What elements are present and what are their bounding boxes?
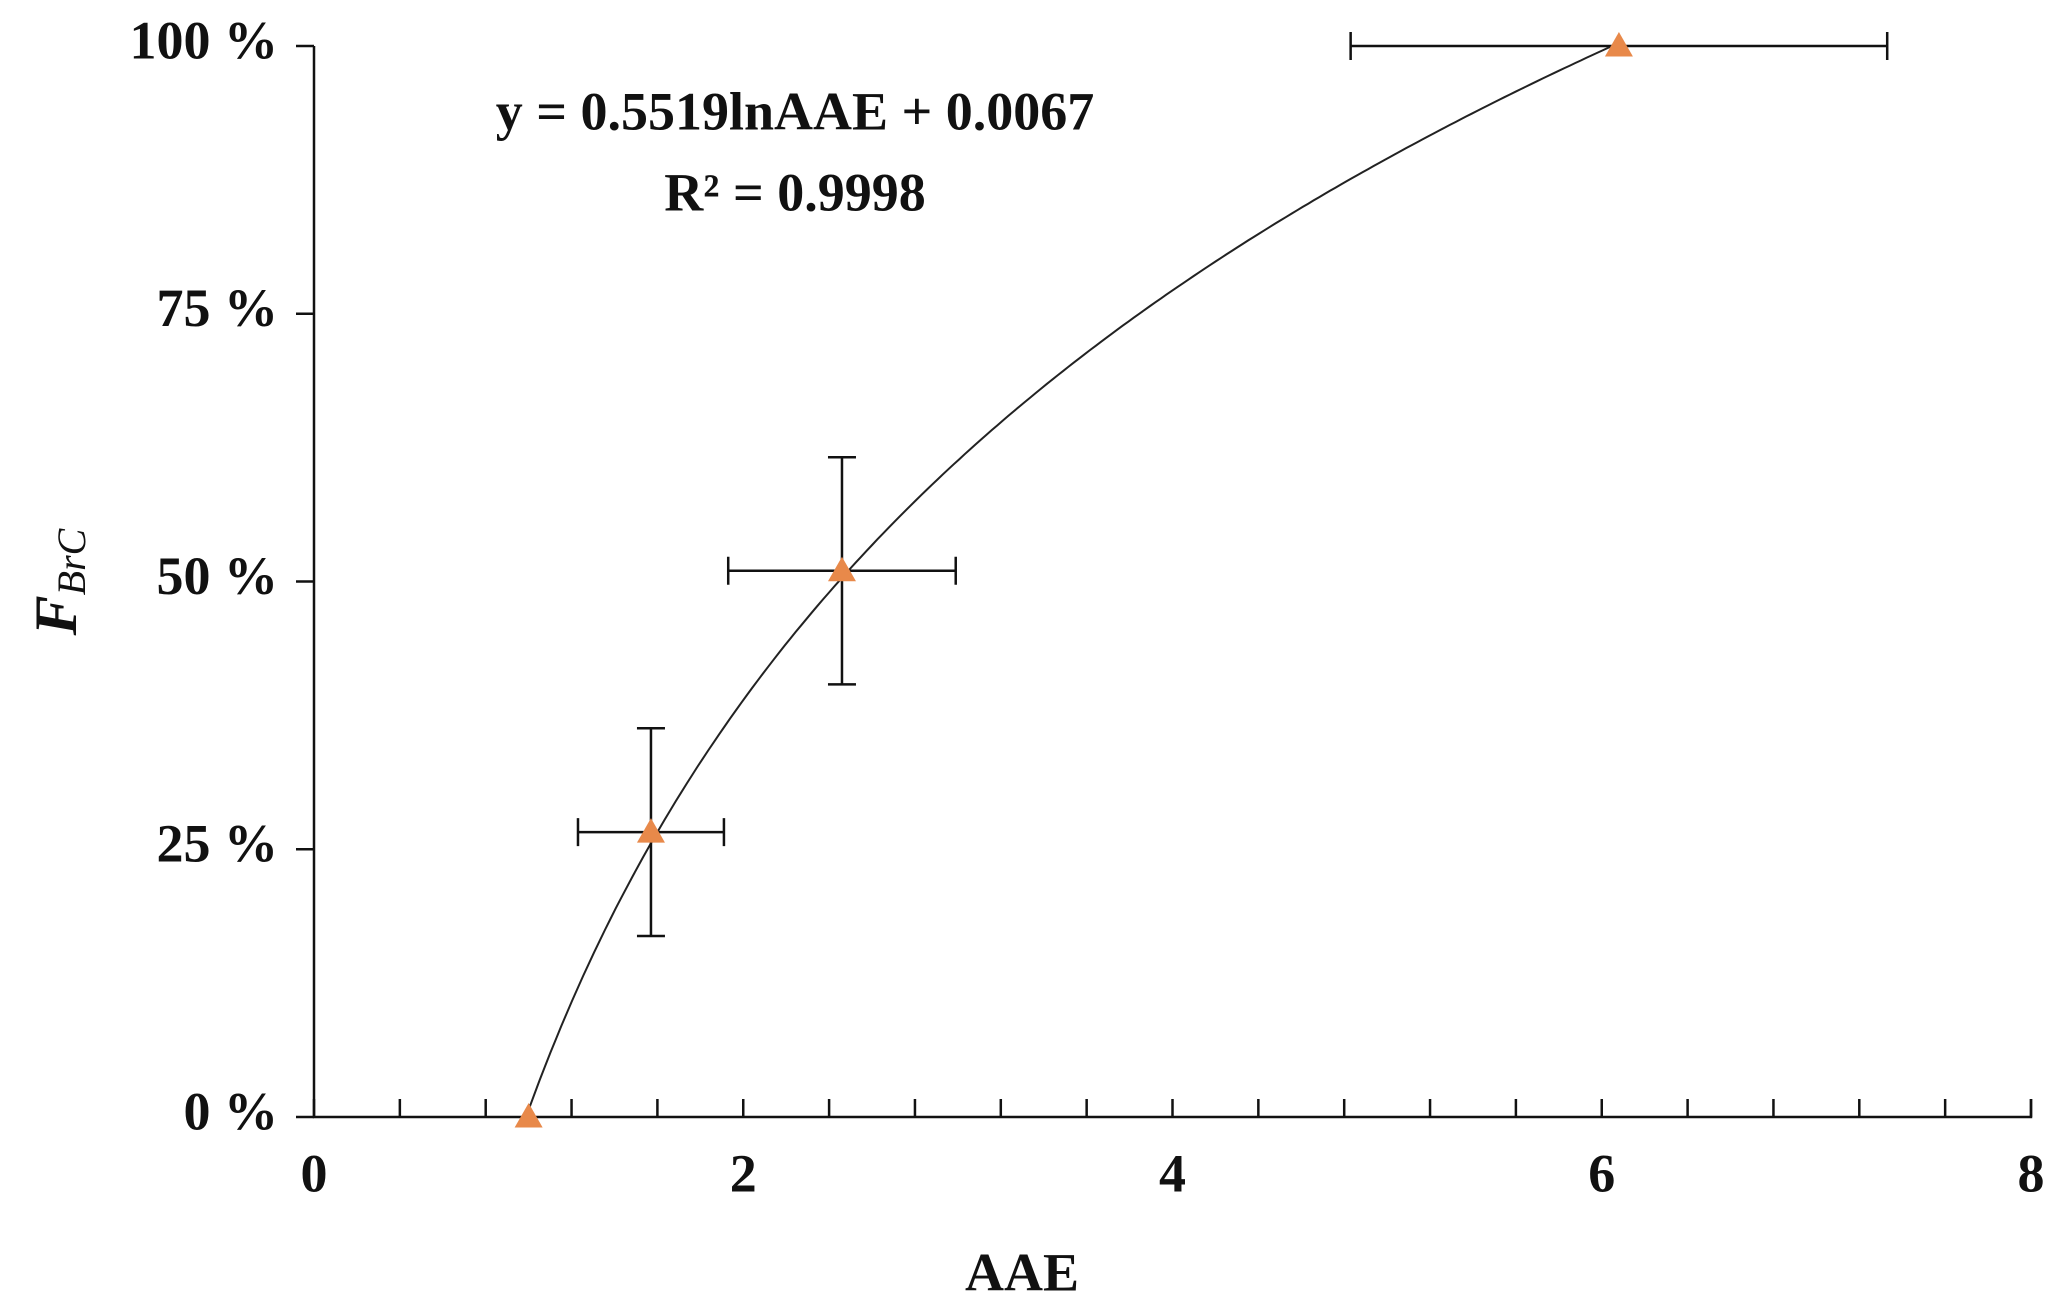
data-point <box>514 1103 543 1128</box>
y-tick-label: 75 % <box>157 278 279 338</box>
trendline-equation: y = 0.5519lnAAE + 0.0067 <box>496 81 1095 141</box>
y-tick-label: 0 % <box>184 1081 279 1141</box>
x-tick-label: 6 <box>1588 1143 1615 1203</box>
data-point <box>1604 32 1633 57</box>
x-tick-label: 0 <box>301 1143 328 1203</box>
y-tick-label: 100 % <box>130 10 279 70</box>
x-tick-label: 4 <box>1159 1143 1186 1203</box>
x-tick-label: 8 <box>2018 1143 2045 1203</box>
data-point <box>636 818 665 843</box>
axes <box>312 46 2033 1119</box>
y-axis-label-main: F <box>23 595 89 636</box>
trendline <box>527 41 1620 1111</box>
y-tick-label: 50 % <box>157 546 279 606</box>
x-axis-label: AAE <box>965 1242 1079 1302</box>
y-tick-label: 25 % <box>157 814 279 874</box>
y-axis-label-subscript: BrC <box>49 527 94 595</box>
x-tick-label: 2 <box>730 1143 757 1203</box>
y-axis-label: FBrC <box>23 527 94 636</box>
r-squared: R² = 0.9998 <box>664 162 925 222</box>
data-point <box>827 556 856 582</box>
